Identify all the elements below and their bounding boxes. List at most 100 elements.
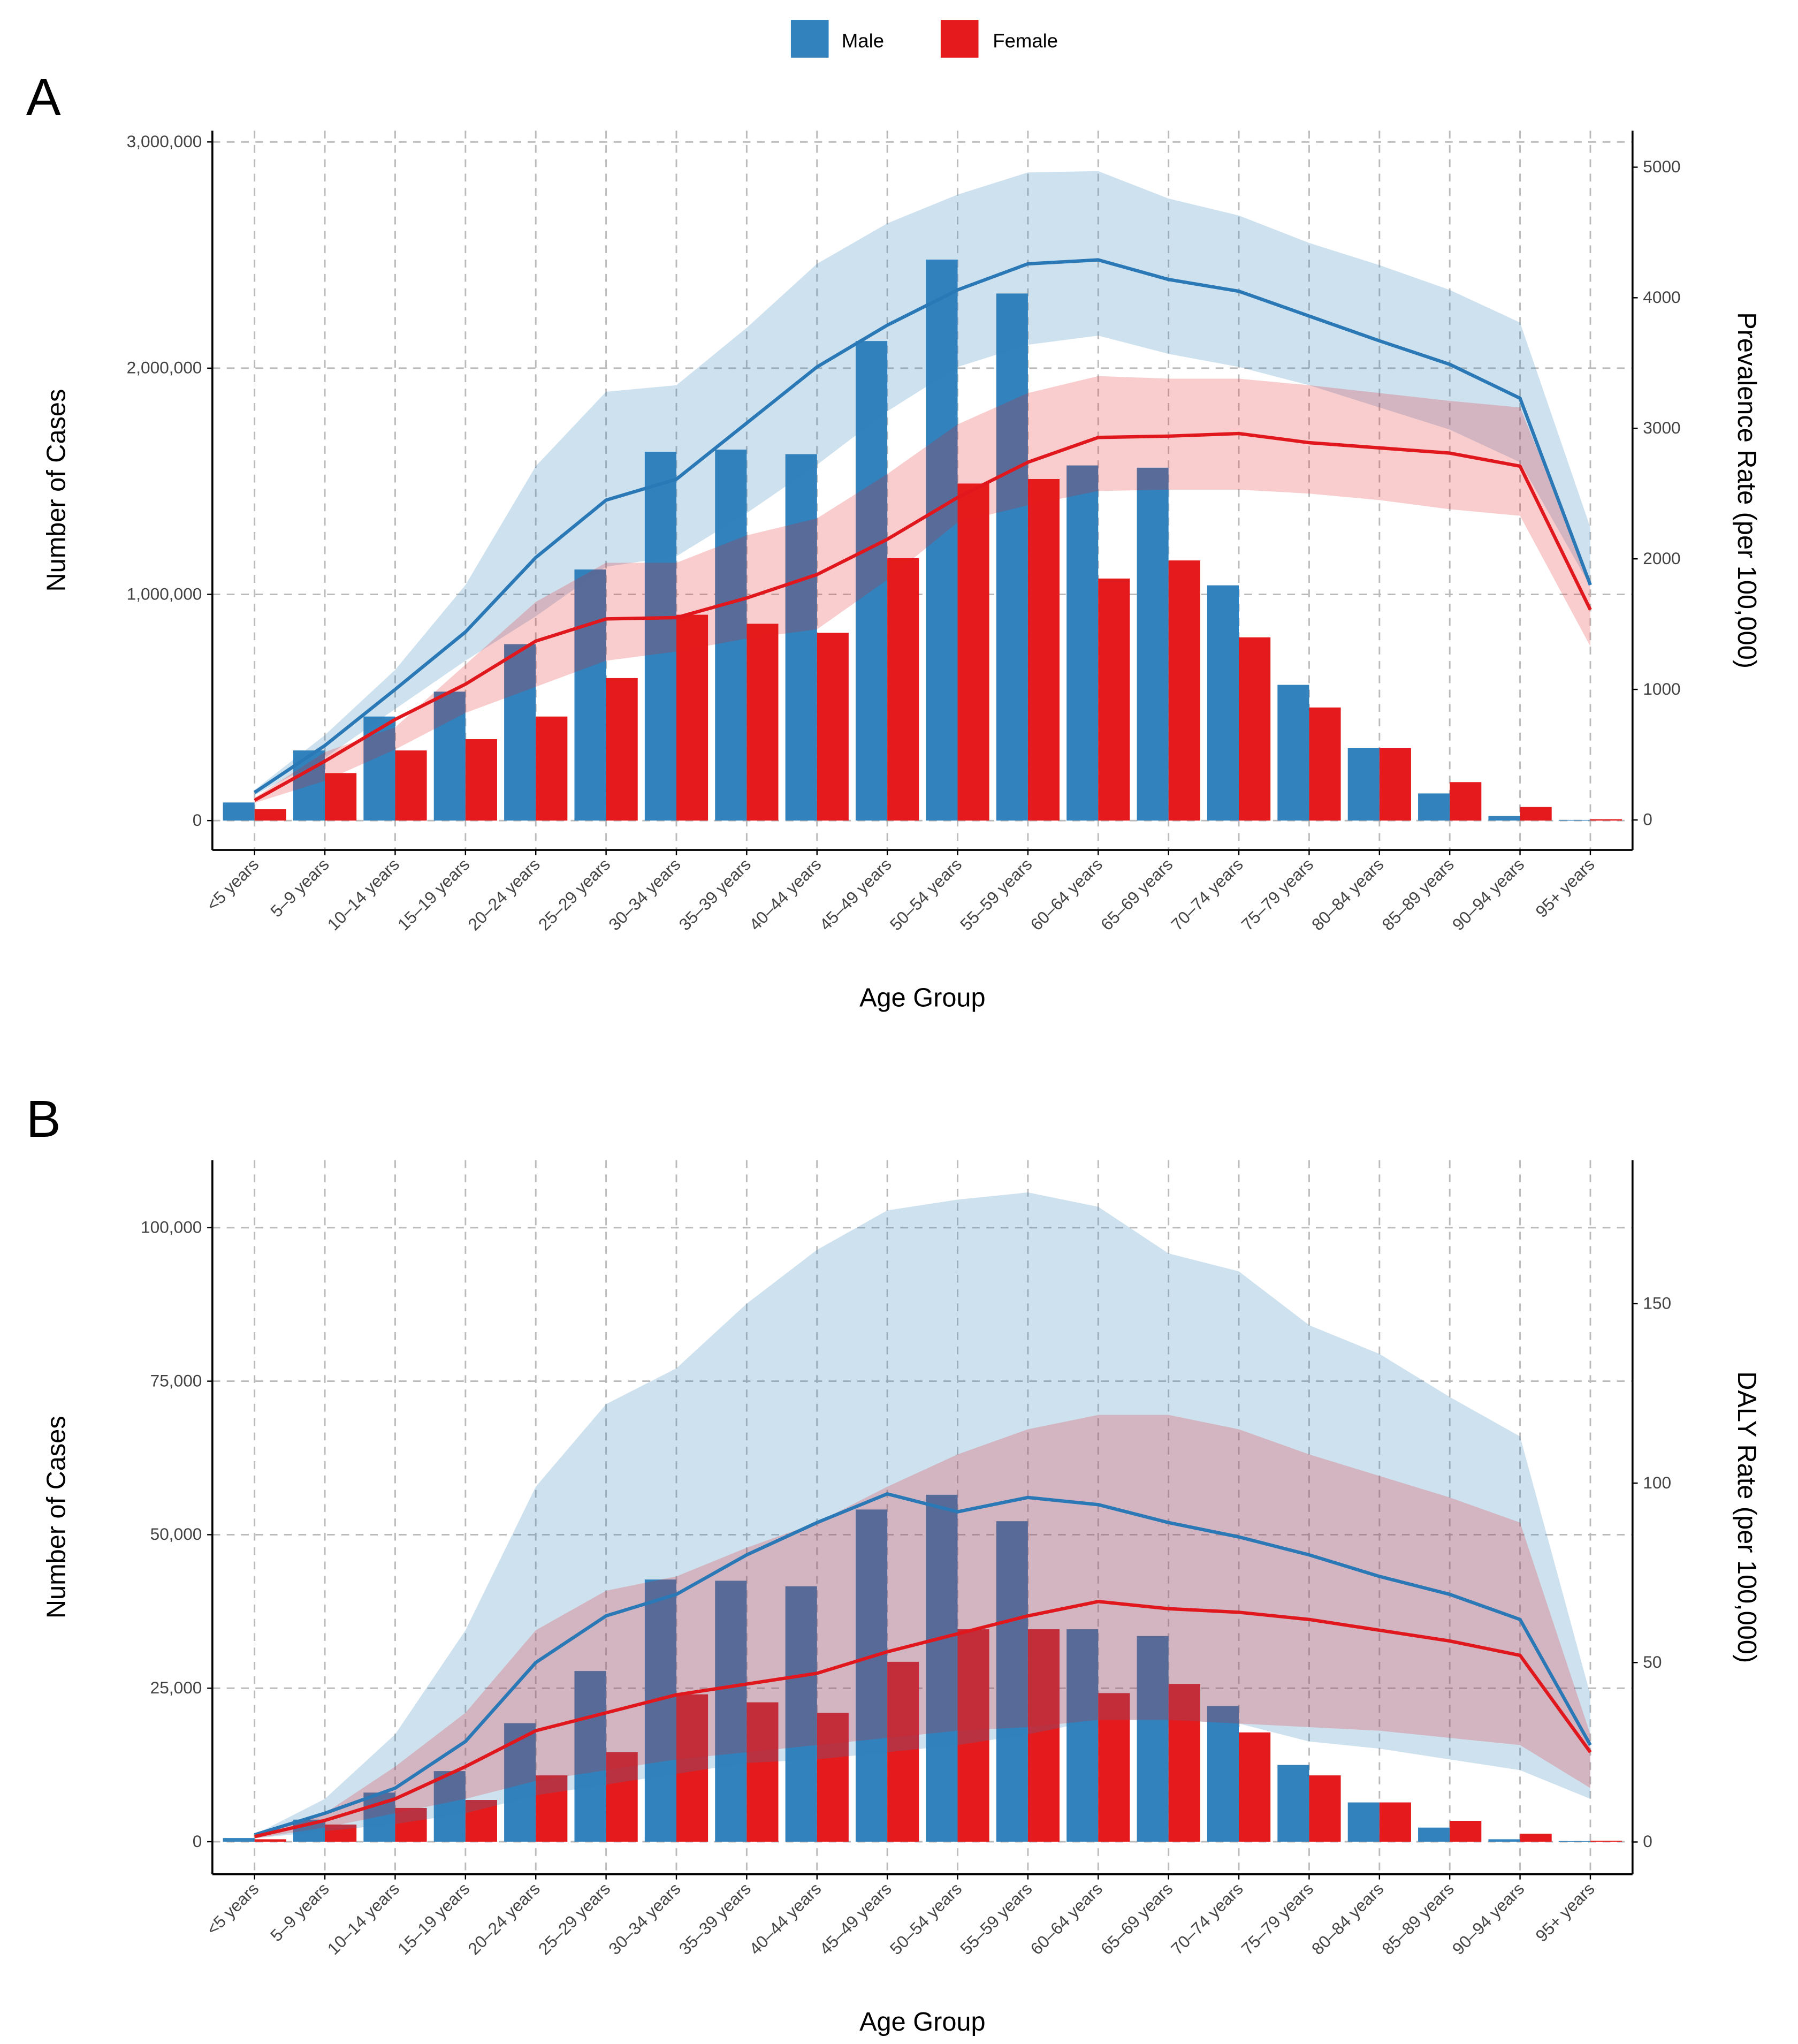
bar-male-14: [1207, 1706, 1239, 1842]
bar-female-1: [325, 773, 357, 821]
x-tick-label: <5 years: [202, 855, 262, 915]
x-tick-label: 20–24 years: [464, 1879, 544, 1959]
x-tick-label: 15–19 years: [394, 855, 474, 934]
bar-female-15: [1309, 1775, 1341, 1842]
bar-female-4: [536, 1775, 568, 1842]
y-tick-label: 1,000,000: [127, 584, 202, 603]
rate-line-male: [254, 1492, 1592, 1837]
x-tick-label: 35–39 years: [675, 855, 755, 934]
y-tick-label: 2,000,000: [127, 358, 202, 377]
bar-male-12: [1066, 465, 1099, 821]
x-tick-label: 80–84 years: [1308, 1879, 1388, 1959]
y2-tick-label: 100: [1643, 1473, 1671, 1492]
x-tick-label: 45–49 years: [816, 855, 895, 934]
rate-line-female: [254, 431, 1592, 802]
bar-male-18: [1488, 1839, 1520, 1842]
bar-male-4: [504, 644, 536, 821]
bar-female-16: [1379, 1802, 1411, 1842]
bar-male-10: [926, 1494, 958, 1842]
bar-male-17: [1418, 793, 1450, 821]
bar-male-14: [1207, 585, 1239, 821]
x-tick-label: 35–39 years: [675, 1879, 755, 1959]
bar-male-19: [1558, 1841, 1590, 1842]
bar-male-7: [715, 1581, 747, 1842]
x-tick-label: 85–89 years: [1378, 1879, 1458, 1959]
bar-female-13: [1168, 560, 1200, 821]
bar-female-14: [1239, 1732, 1271, 1842]
panel-label-a: A: [26, 68, 61, 126]
x-tick-label: 25–29 years: [535, 1879, 614, 1959]
y-tick-label: 0: [193, 1832, 202, 1851]
bar-female-19: [1590, 819, 1622, 821]
rate-line-female: [254, 1600, 1592, 1838]
bar-male-8: [785, 1586, 817, 1842]
bar-female-9: [887, 558, 919, 821]
bar-female-18: [1520, 807, 1552, 821]
legend-swatch-female: [940, 20, 979, 58]
bar-female-0: [254, 1839, 286, 1842]
y-tick-label: 0: [193, 810, 202, 830]
y2-tick-label: 150: [1643, 1294, 1671, 1313]
x-tick-label: 90–94 years: [1449, 855, 1528, 934]
bar-female-14: [1239, 637, 1271, 821]
bar-female-12: [1098, 1693, 1130, 1842]
y2-tick-label: 0: [1643, 810, 1652, 829]
bar-male-5: [574, 1671, 606, 1842]
bar-male-6: [644, 452, 676, 821]
x-tick-label: 80–84 years: [1308, 855, 1388, 934]
bar-female-10: [957, 483, 989, 821]
x-axis-title: Age Group: [859, 983, 985, 1012]
bar-female-12: [1098, 578, 1130, 821]
y2-tick-label: 1000: [1643, 679, 1680, 698]
bar-female-16: [1379, 748, 1411, 821]
bar-male-3: [433, 1771, 466, 1842]
bar-female-18: [1520, 1834, 1552, 1842]
y2-tick-label: 0: [1643, 1832, 1652, 1851]
y-axis-title: Number of Cases: [42, 389, 71, 592]
bar-male-15: [1277, 685, 1309, 821]
bar-female-15: [1309, 707, 1341, 821]
uncertainty-band-female: [254, 376, 1590, 803]
bar-male-0: [223, 1838, 255, 1842]
bar-female-7: [746, 624, 779, 821]
x-tick-label: 50–54 years: [886, 1879, 966, 1959]
bar-female-8: [817, 1713, 849, 1842]
panel-label-b: B: [26, 1090, 61, 1148]
bar-male-7: [715, 450, 747, 821]
x-tick-label: 10–14 years: [324, 855, 403, 934]
legend-label-male: Male: [842, 29, 884, 51]
bar-female-17: [1450, 782, 1482, 821]
x-tick-label: 60–64 years: [1026, 855, 1106, 934]
bar-female-4: [536, 716, 568, 821]
bar-female-17: [1450, 1821, 1482, 1842]
y2-tick-label: 5000: [1643, 157, 1680, 176]
y-tick-label: 3,000,000: [127, 132, 202, 151]
panel-b-chart: 0 25,000 50,000 75,000 100,000 0 50 100 150 <5 ye…: [42, 1160, 1761, 2037]
bar-female-8: [817, 633, 849, 821]
x-tick-label: 30–34 years: [605, 855, 684, 934]
bar-male-13: [1137, 1636, 1169, 1842]
panel-a-chart: 0 1,000,000 2,000,000 3,000,000 0 1000 2000 300…: [42, 131, 1761, 1012]
bar-female-2: [395, 1807, 427, 1842]
bar-female-10: [957, 1629, 989, 1842]
bar-male-11: [996, 293, 1028, 821]
y-tick-label: 75,000: [150, 1371, 202, 1390]
bar-male-16: [1347, 1802, 1380, 1842]
x-tick-label: 15–19 years: [394, 1879, 474, 1959]
x-tick-label: 55–59 years: [956, 855, 1036, 934]
uncertainty-band-male: [254, 1192, 1590, 1838]
bar-male-16: [1347, 748, 1380, 821]
x-tick-label: 40–44 years: [745, 1879, 825, 1959]
bar-female-3: [465, 739, 497, 821]
bar-male-8: [785, 454, 817, 821]
bar-male-0: [223, 802, 255, 821]
bar-male-9: [856, 1509, 888, 1842]
bar-female-6: [676, 1694, 708, 1842]
x-tick-label: 65–69 years: [1097, 1879, 1177, 1959]
y2-axis-title: Prevalence Rate (per 100,000): [1732, 312, 1761, 668]
x-tick-label: 95+ years: [1532, 1879, 1598, 1946]
x-tick-label: 70–74 years: [1167, 855, 1247, 934]
bar-female-19: [1590, 1841, 1622, 1842]
bar-male-17: [1418, 1827, 1450, 1842]
